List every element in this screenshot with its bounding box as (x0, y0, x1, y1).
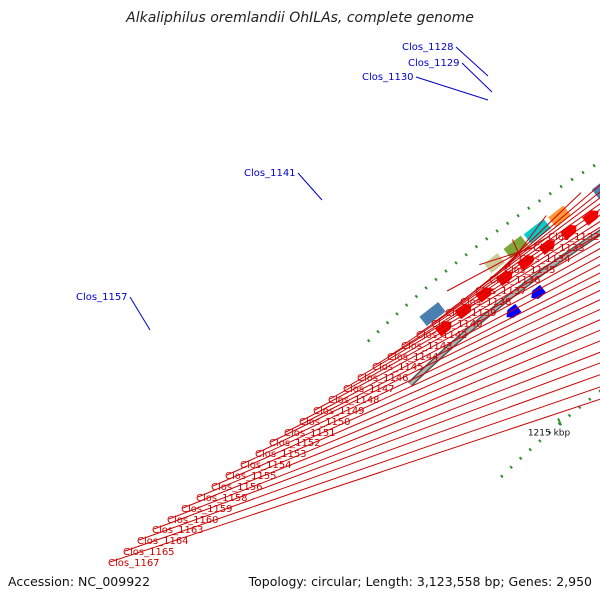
label-leader-lines (109, 46, 600, 563)
gene-category-fill (548, 205, 571, 227)
gene-category-box (548, 205, 571, 227)
lower-leader-line (417, 208, 600, 335)
lower-gene-label: Clos_1137 (475, 286, 527, 297)
upper-leader-line (129, 296, 151, 331)
lower-gene-label: Clos_1154 (240, 460, 292, 471)
lower-leader-line (402, 214, 600, 346)
gene-arrow (517, 255, 534, 271)
lower-gene-label: Clos_1143 (401, 341, 453, 352)
lower-leader-line (270, 280, 600, 443)
lower-gene-label: Clos_1164 (137, 536, 189, 547)
lower-gene-label: Clos_1140 (431, 319, 483, 330)
topology-text: Topology: circular; Length: 3,123,558 bp… (248, 574, 592, 589)
lower-gene-label: Clos_1163 (152, 525, 204, 536)
lower-gene-label: Clos_1148 (328, 395, 380, 406)
reverse-gene-arrow (531, 284, 547, 299)
lower-leader-line (388, 221, 600, 357)
lower-leader-line (138, 374, 600, 541)
lower-leader-line (300, 264, 600, 422)
lower-leader-line (124, 386, 600, 552)
lower-leader-line (373, 226, 600, 367)
lower-gene-label: Clos_1132 (548, 232, 600, 243)
lower-gene-label: Clos_1145 (372, 362, 424, 373)
accession-text: Accession: NC_009922 (8, 574, 151, 589)
lower-leader-line (256, 289, 600, 454)
lower-gene-label: Clos_1155 (225, 471, 277, 482)
lower-gene-label: Clos_1159 (181, 504, 233, 515)
gene-arrow-shape (582, 210, 599, 226)
lower-gene-label: Clos_1138 (460, 297, 512, 308)
lower-leader-line (432, 203, 600, 324)
lower-gene-label: Clos_1135 (504, 265, 556, 276)
map-labels: 1215 kbp1220 kbp1225 kbp1230 kbp1235 kbp… (76, 42, 600, 569)
gene-arrow (582, 210, 599, 226)
gene-arrow-shape (517, 255, 534, 271)
lower-leader-line (461, 191, 600, 302)
lower-gene-label: Clos_1156 (211, 482, 263, 493)
upper-gene-label: Clos_1128 (402, 42, 454, 53)
gene-category-box (419, 302, 446, 327)
lower-gene-label: Clos_1150 (299, 417, 351, 428)
lower-leader-line (109, 398, 600, 563)
ruler-tick (557, 417, 563, 426)
reverse-gene-shape (531, 284, 547, 299)
lower-leader-line (476, 184, 600, 291)
lower-gene-label: Clos_1139 (445, 308, 497, 319)
gene-category-fill (419, 302, 446, 327)
upper-gene-label: Clos_1141 (244, 168, 296, 179)
ruler-dots (366, 160, 600, 479)
lower-gene-label: Clos_1153 (255, 449, 307, 460)
lower-leader-line (241, 299, 600, 465)
lower-gene-label: Clos_1167 (108, 558, 160, 569)
lower-gene-label: Clos_1133 (533, 243, 585, 254)
lower-leader-line (446, 197, 600, 313)
lower-leader-line (329, 248, 600, 400)
upper-leader-line (455, 46, 489, 77)
lower-gene-label: Clos_1136 (489, 275, 541, 286)
lower-gene-label: Clos_1160 (167, 515, 219, 526)
lower-gene-label: Clos_1152 (269, 438, 321, 449)
lower-leader-line (344, 240, 600, 389)
map-title: Alkaliphilus oremlandii OhILAs, complete… (126, 10, 474, 26)
backbone-inner (408, 230, 600, 386)
lower-leader-line (197, 329, 600, 498)
lower-gene-label: Clos_1146 (357, 373, 409, 384)
lower-leader-line (314, 255, 600, 411)
gene-category-box (523, 218, 552, 244)
lower-leader-line (285, 272, 600, 433)
lower-leader-line (226, 308, 600, 476)
upper-leader-line (415, 76, 489, 101)
ruler-label: 1215 kbp (528, 429, 571, 439)
lower-leader-line (182, 340, 600, 509)
lower-gene-label: Clos_1149 (313, 406, 365, 417)
lower-gene-label: Clos_1142 (416, 330, 468, 341)
upper-gene-label: Clos_1129 (408, 58, 460, 69)
upper-leader-line (297, 172, 323, 201)
dna-backbone (407, 229, 600, 387)
lower-gene-label: Clos_1158 (196, 493, 248, 504)
upper-leader-line (461, 62, 493, 93)
lower-leader-line (168, 351, 600, 520)
lower-gene-label: Clos_1144 (387, 352, 439, 363)
lower-leader-line (479, 246, 536, 266)
lower-leader-line (212, 319, 600, 487)
lower-gene-label: Clos_1147 (343, 384, 395, 395)
lower-gene-label: Clos_1134 (519, 254, 571, 265)
lower-leader-line (358, 233, 600, 378)
gene-category-fill (523, 218, 552, 244)
lower-gene-label: Clos_1165 (123, 547, 175, 558)
upper-gene-label: Clos_1130 (362, 72, 414, 83)
upper-gene-label: Clos_1157 (76, 292, 128, 303)
lower-gene-label: Clos_1151 (284, 428, 336, 439)
lower-leader-line (153, 362, 600, 530)
